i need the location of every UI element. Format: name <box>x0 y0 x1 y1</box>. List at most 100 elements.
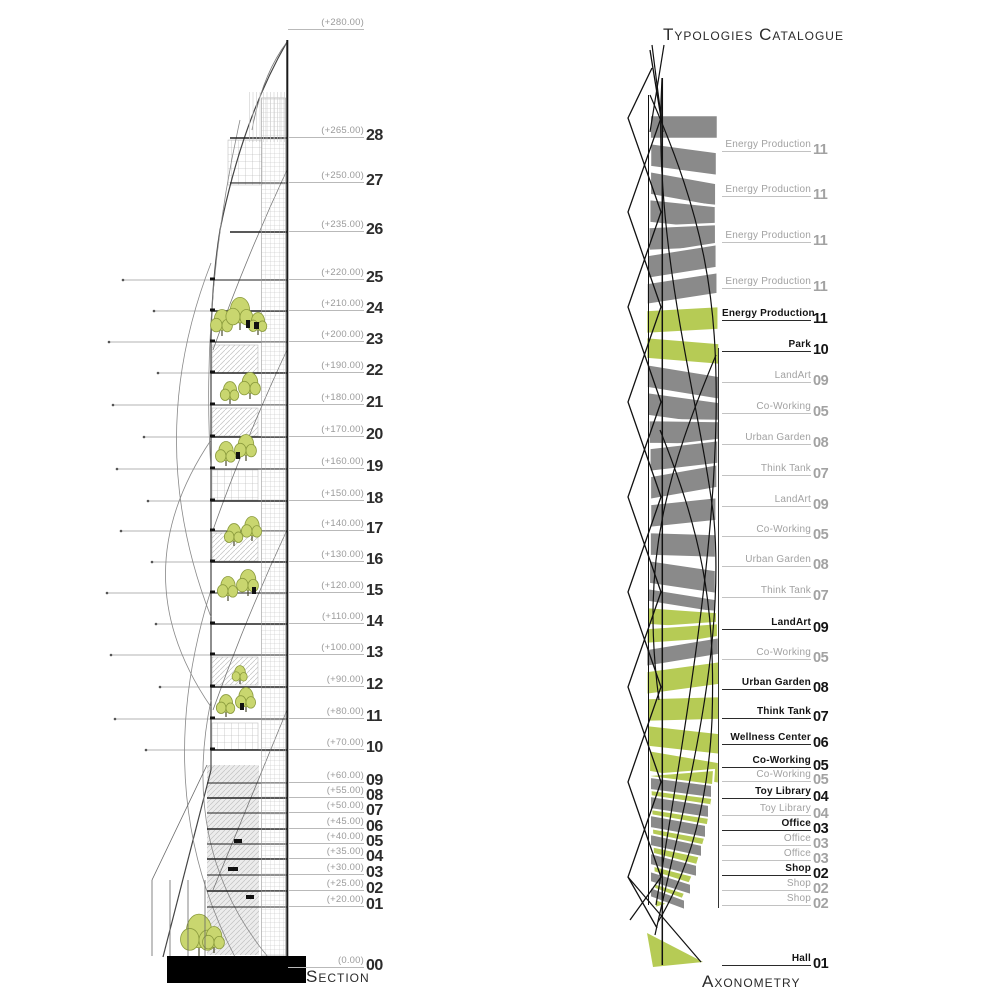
floor-number: 02 <box>366 880 383 898</box>
typology-number: 03 <box>813 836 829 853</box>
floor-number: 04 <box>366 848 383 866</box>
floor-number: 08 <box>366 787 383 805</box>
typology-label: Urban Garden <box>722 554 811 567</box>
floor-row: (+110.00) 14 <box>288 610 383 630</box>
typology-label: Co-Working <box>722 401 811 414</box>
typology-row: Think Tank 07 <box>722 705 829 724</box>
typology-label: Toy Library <box>722 803 811 816</box>
typology-label: Think Tank <box>722 463 811 476</box>
floor-elevation: (+250.00) <box>288 170 364 183</box>
typology-number: 07 <box>813 709 829 726</box>
typology-label: Wellness Center <box>722 732 811 745</box>
typology-row: Think Tank 07 <box>722 584 829 603</box>
floor-number: 18 <box>366 490 383 508</box>
typology-number: 09 <box>813 497 829 514</box>
typology-row: Toy Library 04 <box>722 802 829 821</box>
floor-elevation: (+30.00) <box>288 862 364 875</box>
typology-label: Co-Working <box>722 647 811 660</box>
typology-row: Hall 01 <box>722 952 829 971</box>
floor-elevation: (+210.00) <box>288 298 364 311</box>
floor-elevation: (+35.00) <box>288 846 364 859</box>
typology-number: 01 <box>813 956 829 973</box>
floor-row: (+25.00) 02 <box>288 877 383 897</box>
typology-label: LandArt <box>722 494 811 507</box>
floor-number: 22 <box>366 362 383 380</box>
floor-row: (+60.00) 09 <box>288 769 383 789</box>
floor-row: (+190.00) 22 <box>288 359 383 379</box>
typology-label: Office <box>722 848 811 861</box>
section-title: Section <box>306 967 370 986</box>
tree <box>234 434 257 461</box>
floor-number: 28 <box>366 127 383 145</box>
floor-number: 06 <box>366 818 383 836</box>
tree <box>215 694 236 717</box>
typology-number: 11 <box>813 279 828 296</box>
typology-number: 05 <box>813 527 829 544</box>
typology-row: Urban Garden 08 <box>722 553 829 572</box>
floor-elevation: (+50.00) <box>288 800 364 813</box>
typology-row: Think Tank 07 <box>722 462 829 481</box>
typology-row: Park 10 <box>722 338 829 357</box>
typology-label: Co-Working <box>722 769 811 782</box>
typology-label: Hall <box>722 953 811 966</box>
typology-label: Think Tank <box>722 585 811 598</box>
typology-row: Urban Garden 08 <box>722 676 829 695</box>
typology-label: LandArt <box>722 617 811 630</box>
typology-label: Energy Production <box>722 308 815 321</box>
roof-facade <box>249 92 286 142</box>
floor-elevation: (+160.00) <box>288 456 364 469</box>
floor-number: 20 <box>366 426 383 444</box>
tree <box>217 576 239 601</box>
floor-number: 21 <box>366 394 383 412</box>
typology-label: Office <box>722 818 811 831</box>
typology-row: Energy Production 11 <box>722 307 828 326</box>
floor-number: 24 <box>366 300 383 318</box>
ground-plinth <box>167 956 306 983</box>
typology-row: Co-Working 05 <box>722 646 829 665</box>
floor-number: 13 <box>366 644 383 662</box>
typology-row: Office 03 <box>722 817 829 836</box>
floor-number: 03 <box>366 864 383 882</box>
floor-row: (+80.00) 11 <box>288 705 382 725</box>
floor-row: (+40.00) 05 <box>288 830 383 850</box>
typology-number: 03 <box>813 821 829 838</box>
floor-row: (+150.00) 18 <box>288 487 383 507</box>
typology-row: Energy Production 11 <box>722 275 828 294</box>
floor-number: 01 <box>366 896 383 914</box>
tree <box>225 296 254 330</box>
core-shaft <box>261 97 286 957</box>
floor-row: (+180.00) 21 <box>288 391 383 411</box>
floor-elevation: (+140.00) <box>288 518 364 531</box>
floor-number: 00 <box>366 957 383 975</box>
typology-number: 07 <box>813 588 829 605</box>
floor-row: (+100.00) 13 <box>288 641 383 661</box>
typology-number: 05 <box>813 772 829 789</box>
floor-elevation: (+80.00) <box>288 706 364 719</box>
floor-elevation: (+100.00) <box>288 642 364 655</box>
floor-row: (+250.00) 27 <box>288 169 383 189</box>
typology-label: Shop <box>722 893 811 906</box>
typology-number: 05 <box>813 758 829 775</box>
floor-elevation: (+25.00) <box>288 878 364 891</box>
floor-row: (+90.00) 12 <box>288 673 383 693</box>
floor-elevation: (+60.00) <box>288 770 364 783</box>
typology-number: 02 <box>813 896 829 913</box>
typology-number: 04 <box>813 806 829 823</box>
floor-number: 14 <box>366 613 383 631</box>
tree <box>241 516 262 541</box>
typology-number: 09 <box>813 373 829 390</box>
typology-number: 05 <box>813 650 829 667</box>
tree <box>202 926 225 953</box>
typology-label: LandArt <box>722 370 811 383</box>
typology-row: LandArt 09 <box>722 493 829 512</box>
section-drawing <box>105 40 306 983</box>
typology-label: Co-Working <box>722 524 811 537</box>
typology-label: Think Tank <box>722 706 811 719</box>
typology-row: Office 03 <box>722 832 829 851</box>
floor-row: (+235.00) 26 <box>288 218 383 238</box>
typology-label: Co-Working <box>722 755 811 768</box>
axonometry-drawing <box>627 44 722 967</box>
floor-row: (+70.00) 10 <box>288 736 383 756</box>
floor-row: (+120.00) 15 <box>288 579 383 599</box>
